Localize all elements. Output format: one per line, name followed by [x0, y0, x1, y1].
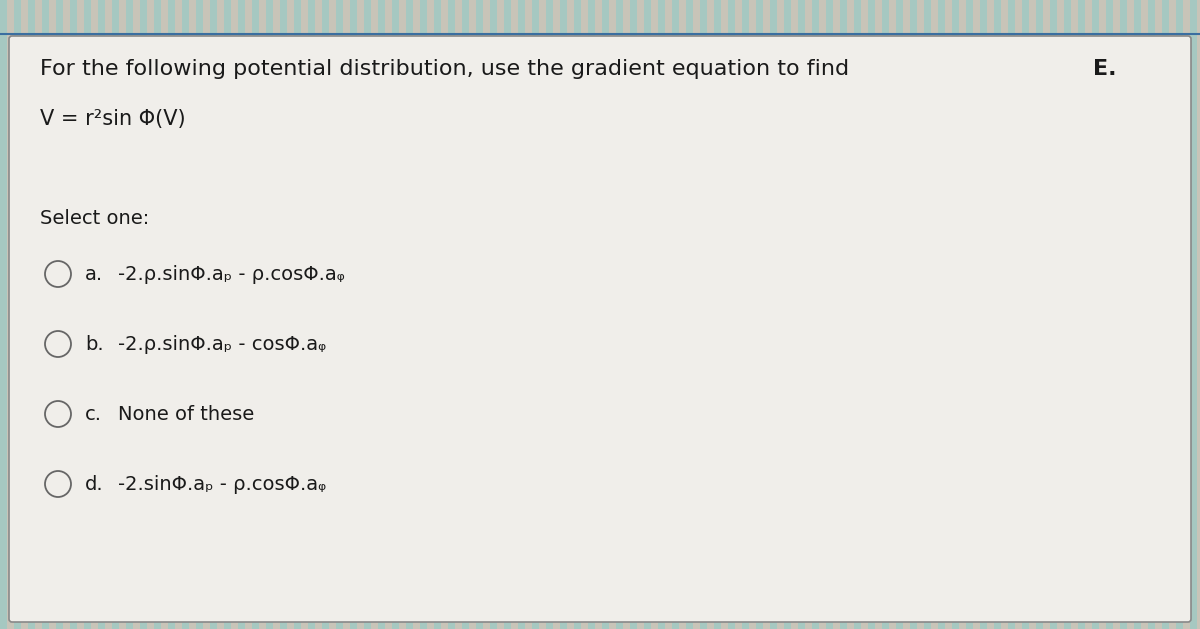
Bar: [238, 0, 245, 629]
Bar: [84, 0, 91, 629]
Bar: [98, 0, 106, 629]
Bar: [1064, 0, 1072, 629]
Bar: [602, 0, 610, 629]
Bar: [812, 0, 818, 629]
Bar: [308, 0, 314, 629]
Bar: [1148, 0, 1154, 629]
Bar: [798, 0, 805, 629]
Text: a.: a.: [85, 265, 103, 284]
Bar: [1078, 0, 1085, 629]
Bar: [784, 0, 791, 629]
Bar: [1134, 0, 1141, 629]
Bar: [532, 0, 539, 629]
Bar: [644, 0, 650, 629]
Text: c.: c.: [85, 404, 102, 423]
FancyBboxPatch shape: [10, 36, 1190, 622]
Bar: [1106, 0, 1114, 629]
Bar: [336, 0, 343, 629]
Bar: [742, 0, 749, 629]
Bar: [504, 0, 511, 629]
Bar: [462, 0, 469, 629]
Bar: [224, 0, 230, 629]
Bar: [196, 0, 203, 629]
Bar: [1162, 0, 1169, 629]
Bar: [924, 0, 931, 629]
Bar: [126, 0, 133, 629]
Bar: [420, 0, 427, 629]
Bar: [1036, 0, 1043, 629]
Bar: [70, 0, 77, 629]
Bar: [854, 0, 862, 629]
Bar: [280, 0, 287, 629]
Bar: [616, 0, 623, 629]
Bar: [770, 0, 778, 629]
Bar: [1190, 0, 1198, 629]
Bar: [868, 0, 875, 629]
Text: d.: d.: [85, 474, 103, 494]
Bar: [392, 0, 398, 629]
Bar: [714, 0, 721, 629]
Bar: [42, 0, 49, 629]
Bar: [826, 0, 833, 629]
Bar: [1092, 0, 1099, 629]
Bar: [840, 0, 847, 629]
Bar: [546, 0, 553, 629]
Bar: [14, 0, 22, 629]
Bar: [378, 0, 385, 629]
Bar: [966, 0, 973, 629]
Bar: [700, 0, 707, 629]
Text: -2.ρ.sinΦ.aₚ - ρ.cosΦ.aᵩ: -2.ρ.sinΦ.aₚ - ρ.cosΦ.aᵩ: [118, 265, 344, 284]
Bar: [518, 0, 526, 629]
Bar: [350, 0, 358, 629]
Bar: [0, 0, 7, 629]
Bar: [1008, 0, 1015, 629]
Bar: [994, 0, 1001, 629]
Bar: [28, 0, 35, 629]
Bar: [882, 0, 889, 629]
Bar: [560, 0, 568, 629]
Bar: [112, 0, 119, 629]
Bar: [952, 0, 959, 629]
Bar: [252, 0, 259, 629]
Bar: [938, 0, 946, 629]
Bar: [658, 0, 665, 629]
Bar: [56, 0, 64, 629]
Text: None of these: None of these: [118, 404, 254, 423]
Text: b.: b.: [85, 335, 103, 353]
Bar: [756, 0, 763, 629]
Bar: [322, 0, 329, 629]
Bar: [1176, 0, 1183, 629]
Text: Select one:: Select one:: [40, 209, 149, 228]
Bar: [672, 0, 679, 629]
Bar: [294, 0, 301, 629]
Text: -2.ρ.sinΦ.aₚ - cosΦ.aᵩ: -2.ρ.sinΦ.aₚ - cosΦ.aᵩ: [118, 335, 326, 353]
Bar: [154, 0, 161, 629]
Bar: [168, 0, 175, 629]
Bar: [266, 0, 274, 629]
Text: -2.sinΦ.aₚ - ρ.cosΦ.aᵩ: -2.sinΦ.aₚ - ρ.cosΦ.aᵩ: [118, 474, 326, 494]
Bar: [210, 0, 217, 629]
Bar: [476, 0, 482, 629]
Bar: [588, 0, 595, 629]
Bar: [406, 0, 413, 629]
Bar: [1120, 0, 1127, 629]
Bar: [728, 0, 734, 629]
Bar: [140, 0, 148, 629]
Bar: [980, 0, 986, 629]
Bar: [434, 0, 442, 629]
Bar: [910, 0, 917, 629]
Text: E.: E.: [1093, 59, 1117, 79]
Text: For the following potential distribution, use the gradient equation to find: For the following potential distribution…: [40, 59, 857, 79]
Bar: [686, 0, 694, 629]
Bar: [630, 0, 637, 629]
Text: V = r²sin Φ(V): V = r²sin Φ(V): [40, 109, 186, 129]
Bar: [1022, 0, 1030, 629]
Bar: [896, 0, 904, 629]
Bar: [182, 0, 190, 629]
Bar: [448, 0, 455, 629]
Bar: [1050, 0, 1057, 629]
Bar: [490, 0, 497, 629]
Bar: [364, 0, 371, 629]
Bar: [574, 0, 581, 629]
